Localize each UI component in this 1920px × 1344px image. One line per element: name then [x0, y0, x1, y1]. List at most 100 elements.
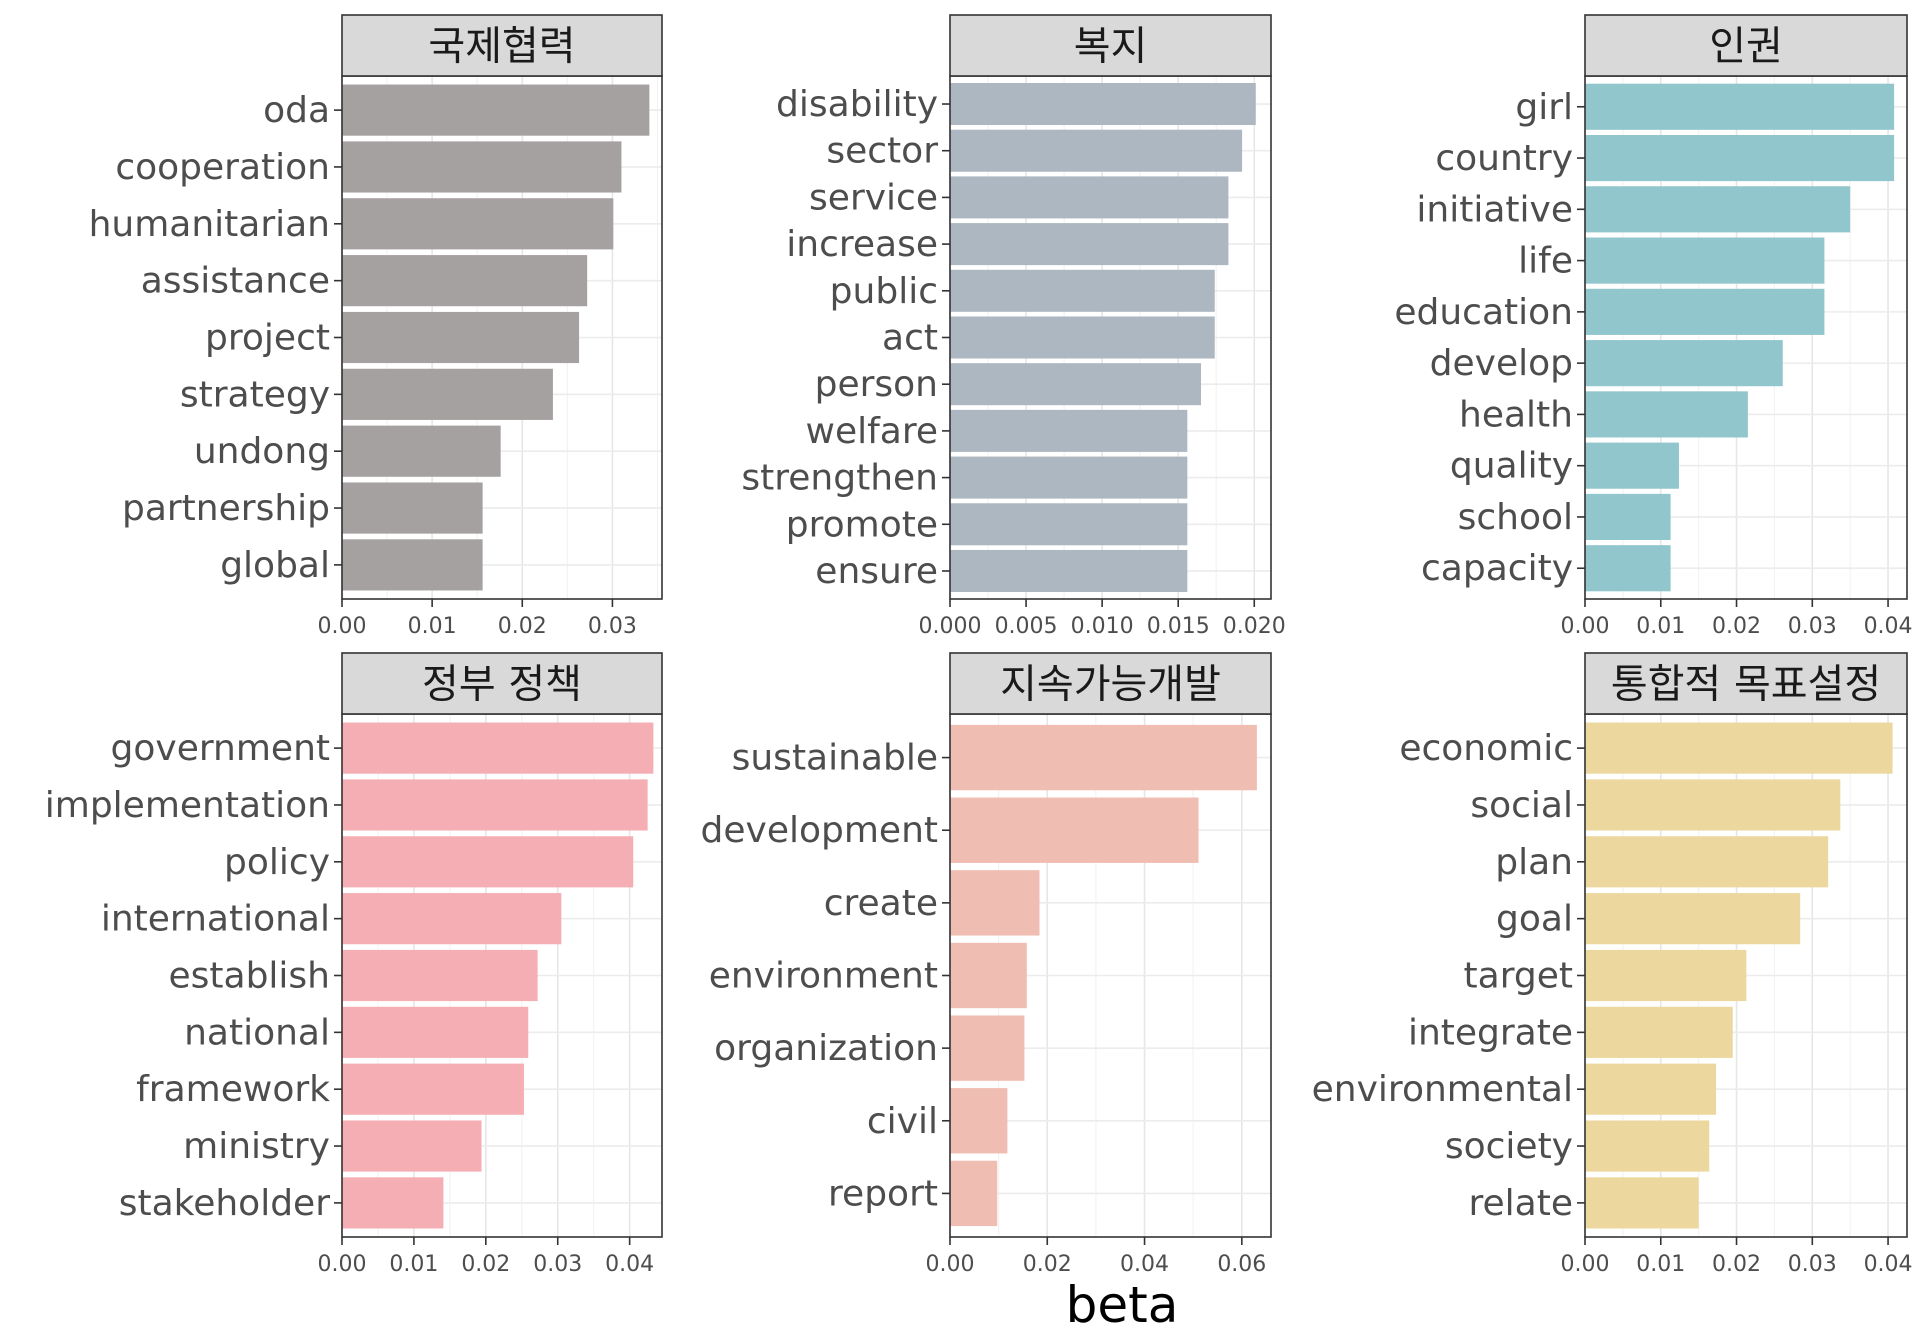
- category-label: cooperation: [115, 147, 330, 188]
- bar-partnership: [342, 482, 483, 534]
- category-label: person: [815, 364, 938, 405]
- bar-sustainable: [950, 724, 1257, 791]
- bar-undong: [342, 425, 501, 477]
- x-tick-label: 0.010: [1071, 614, 1134, 639]
- bar-health: [1585, 391, 1748, 438]
- facet-title: 지속가능개발: [1000, 662, 1221, 708]
- x-tick-label: 0.06: [1217, 1252, 1266, 1277]
- category-label: assistance: [141, 261, 330, 302]
- bar-welfare: [950, 409, 1188, 452]
- category-label: initiative: [1416, 189, 1573, 230]
- category-label: ministry: [183, 1126, 330, 1167]
- x-tick-label: 0.02: [1023, 1252, 1072, 1277]
- category-label: report: [828, 1173, 938, 1214]
- bar-government: [342, 722, 654, 774]
- bar-initiative: [1585, 186, 1851, 233]
- bar-global: [342, 539, 483, 591]
- bar-civil: [950, 1088, 1008, 1154]
- x-tick-label: 0.00: [318, 614, 367, 639]
- category-label: environmental: [1312, 1069, 1573, 1110]
- x-tick-label: 0.04: [1864, 614, 1913, 639]
- category-label: service: [809, 177, 938, 218]
- bar-relate: [1585, 1177, 1699, 1229]
- x-tick-label: 0.005: [995, 614, 1058, 639]
- bar-service: [950, 176, 1229, 219]
- x-tick-label: 0.020: [1223, 614, 1286, 639]
- x-tick-label: 0.00: [926, 1252, 975, 1277]
- bar-plan: [1585, 836, 1829, 888]
- bar-environment: [950, 942, 1027, 1009]
- facet-strip-4: [341, 652, 663, 715]
- bar-social: [1585, 779, 1841, 831]
- bar-sector: [950, 129, 1243, 172]
- category-label: strategy: [180, 374, 330, 415]
- bar-disability: [950, 83, 1256, 126]
- bar-environmental: [1585, 1063, 1717, 1115]
- facet-strip-2: [949, 14, 1272, 77]
- bar-education: [1585, 288, 1825, 335]
- x-axis-title: beta: [1066, 1276, 1179, 1334]
- category-label: stakeholder: [119, 1183, 330, 1224]
- x-tick-label: 0.01: [1636, 1252, 1685, 1277]
- category-label: welfare: [806, 411, 939, 452]
- category-label: sector: [826, 131, 938, 172]
- bar-national: [342, 1006, 529, 1058]
- x-tick-label: 0.00: [1561, 614, 1610, 639]
- category-label: public: [830, 271, 938, 312]
- category-label: establish: [168, 956, 330, 997]
- bar-development: [950, 797, 1199, 863]
- category-label: capacity: [1421, 548, 1573, 589]
- facet-title: 복지: [1074, 24, 1148, 70]
- category-label: sustainable: [732, 738, 938, 779]
- category-label: goal: [1496, 899, 1573, 940]
- category-label: project: [205, 318, 330, 359]
- category-label: increase: [786, 224, 938, 265]
- bar-framework: [342, 1063, 524, 1115]
- bar-humanitarian: [342, 198, 614, 250]
- bar-assistance: [342, 255, 588, 307]
- category-label: life: [1518, 241, 1573, 282]
- category-label: relate: [1469, 1183, 1573, 1224]
- category-label: education: [1394, 292, 1573, 333]
- facet-strip-3: [1584, 14, 1908, 77]
- x-tick-label: 0.02: [1712, 1252, 1761, 1277]
- category-label: environment: [709, 956, 938, 997]
- x-tick-label: 0.000: [919, 614, 982, 639]
- x-tick-label: 0.04: [605, 1252, 654, 1277]
- x-tick-label: 0.00: [318, 1252, 367, 1277]
- category-label: social: [1470, 785, 1573, 826]
- category-label: act: [882, 318, 938, 359]
- category-label: target: [1464, 956, 1573, 997]
- x-tick-label: 0.03: [1788, 614, 1837, 639]
- category-label: framework: [136, 1069, 330, 1110]
- x-tick-label: 0.03: [1788, 1252, 1837, 1277]
- x-tick-label: 0.02: [1712, 614, 1761, 639]
- bar-policy: [342, 836, 634, 888]
- facet-title: 정부 정책: [422, 662, 582, 708]
- bar-girl: [1585, 83, 1895, 130]
- facet-strip-6: [1584, 652, 1908, 715]
- x-tick-label: 0.00: [1561, 1252, 1610, 1277]
- category-label: international: [101, 899, 330, 940]
- x-tick-label: 0.01: [408, 614, 457, 639]
- bar-act: [950, 316, 1215, 359]
- category-label: promote: [786, 504, 938, 545]
- category-label: humanitarian: [89, 204, 330, 245]
- x-tick-label: 0.02: [498, 614, 547, 639]
- bar-promote: [950, 503, 1188, 546]
- x-tick-label: 0.01: [1636, 614, 1685, 639]
- bar-target: [1585, 949, 1747, 1002]
- x-tick-label: 0.01: [389, 1252, 438, 1277]
- bar-person: [950, 363, 1202, 406]
- category-label: quality: [1450, 446, 1573, 487]
- category-label: partnership: [122, 488, 330, 529]
- category-label: civil: [867, 1101, 938, 1142]
- bar-develop: [1585, 340, 1783, 387]
- bar-organization: [950, 1015, 1025, 1081]
- bar-strengthen: [950, 456, 1188, 499]
- category-label: health: [1459, 394, 1573, 435]
- bar-integrate: [1585, 1006, 1733, 1058]
- category-label: government: [111, 728, 330, 769]
- bar-public: [950, 269, 1215, 312]
- category-label: undong: [194, 431, 330, 472]
